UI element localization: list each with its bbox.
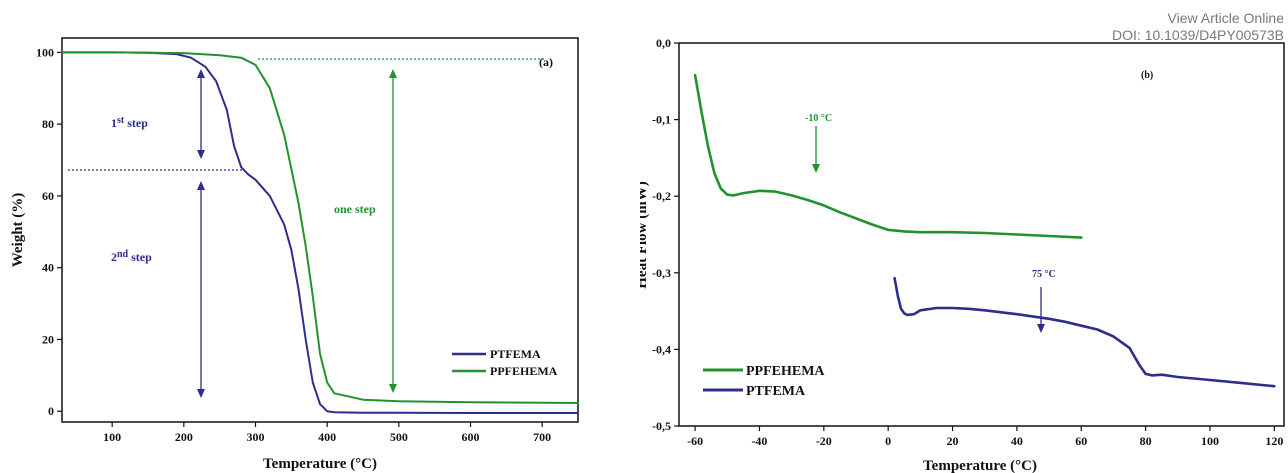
y-tick-label: -0,3 <box>652 266 671 280</box>
ticks-a: 100 200 300 400 500 600 700 0 20 40 60 80 100 <box>36 45 551 444</box>
view-article-online-link[interactable]: View Article Online <box>1167 10 1284 26</box>
x-tick-label: 40 <box>1011 434 1023 448</box>
panel-label-b: (b) <box>1141 70 1153 81</box>
y-tick-label: 0 <box>48 404 54 418</box>
x-tick-label: -20 <box>816 434 832 448</box>
chart-b-dsc: -60 -40 -20 0 20 40 60 80 100 120 0,0 -0,1 -0,2 -0,3 -… <box>640 36 1285 473</box>
x-tick-label: 100 <box>1201 434 1219 448</box>
step2-arrowhead-down <box>197 389 205 398</box>
y-tick-label: -0,1 <box>652 113 671 127</box>
panel-label-a: (a) <box>539 55 553 69</box>
step1-arrowhead-up <box>197 69 205 78</box>
series-line-ppfehema <box>693 73 1083 239</box>
series-line-ptfema <box>61 51 579 414</box>
series-a <box>61 51 579 414</box>
series-line-ptfema <box>893 276 1276 388</box>
series-b <box>693 73 1276 388</box>
annotations-a: 1st step 2nd step one step <box>68 58 545 398</box>
x-tick-label: 0 <box>885 434 891 448</box>
y-tick-label: 0,0 <box>656 36 671 50</box>
x-axis-title-a: Temperature (°C) <box>263 456 377 472</box>
x-tick-label: 80 <box>1140 434 1152 448</box>
x-tick-label: 60 <box>1075 434 1087 448</box>
x-tick-label: 500 <box>390 430 408 444</box>
tg1-label: -10 °C <box>805 113 832 124</box>
one-step-arrowhead-down <box>389 384 397 393</box>
legend-b: PPFEHEMA PTFEMA <box>703 364 825 399</box>
x-tick-label: 20 <box>947 434 959 448</box>
tg2-label: 75 °C <box>1032 269 1056 280</box>
x-tick-label: 100 <box>103 430 121 444</box>
step2-label: 2nd step <box>111 249 152 264</box>
x-tick-label: -60 <box>687 434 703 448</box>
y-axis-title-b: Heat Flow (mW) <box>640 181 650 288</box>
tg1-arrowhead <box>812 164 820 173</box>
tg2-arrowhead <box>1037 324 1045 333</box>
y-tick-label: 100 <box>36 45 54 59</box>
step2-arrowhead-up <box>197 181 205 190</box>
x-axis-title-b: Temperature (°C) <box>923 458 1037 473</box>
series-line-ppfehema <box>61 51 579 404</box>
legend-label-ptfema-a: PTFEMA <box>490 347 541 361</box>
step1-label: 1st step <box>111 115 148 130</box>
x-tick-label: 700 <box>533 430 551 444</box>
plot-frame-b <box>678 42 1285 427</box>
legend-a: PTFEMA PPFEHEMA <box>452 347 558 378</box>
x-tick-label: 300 <box>247 430 265 444</box>
plot-frame-a <box>61 37 579 423</box>
x-tick-label: 120 <box>1265 434 1283 448</box>
x-tick-label: 200 <box>175 430 193 444</box>
one-step-label: one step <box>334 202 376 216</box>
annotations-b: -10 °C 75 °C <box>805 113 1056 333</box>
y-tick-label: 80 <box>42 117 54 131</box>
doi-link[interactable]: DOI: 10.1039/D4PY00573B <box>1111 27 1284 43</box>
y-tick-label: 40 <box>42 261 54 275</box>
x-tick-label: 400 <box>318 430 336 444</box>
x-tick-label: -40 <box>751 434 767 448</box>
step1-arrowhead-down <box>197 150 205 159</box>
y-axis-title-a: Weight (%) <box>10 193 26 268</box>
y-tick-label: -0,5 <box>652 419 671 433</box>
chart-a-tga: 100 200 300 400 500 600 700 0 20 40 60 80 100 1st ste… <box>10 37 579 472</box>
legend-label-ppfehema-b: PPFEHEMA <box>746 364 825 379</box>
legend-label-ptfema-b: PTFEMA <box>746 384 806 399</box>
ticks-b: -60 -40 -20 0 20 40 60 80 100 120 0,0 -0,1 -0,2 -0,3 -… <box>652 36 1283 448</box>
y-tick-label: 60 <box>42 189 54 203</box>
y-tick-label: -0,4 <box>652 342 671 356</box>
x-tick-label: 600 <box>462 430 480 444</box>
one-step-arrowhead-up <box>389 69 397 78</box>
y-tick-label: -0,2 <box>652 189 671 203</box>
article-header: View Article Online DOI: 10.1039/D4PY005… <box>1112 10 1284 44</box>
legend-label-ppfehema-a: PPFEHEMA <box>490 364 558 378</box>
y-tick-label: 20 <box>42 332 54 346</box>
